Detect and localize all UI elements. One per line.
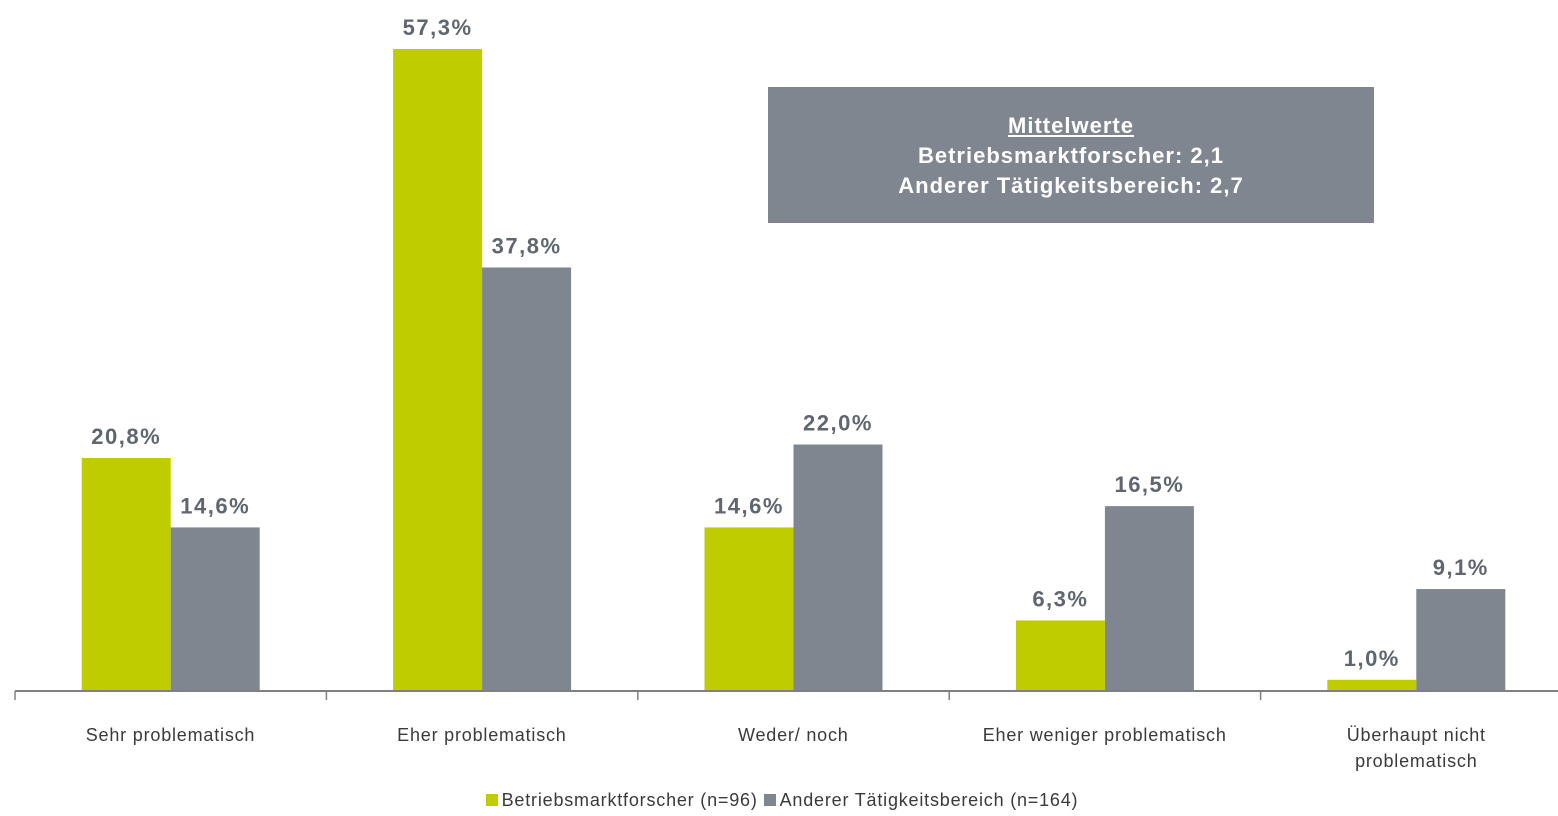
annotation-title: Mittelwerte	[1008, 113, 1134, 138]
annotation-box: Mittelwerte Betriebsmarktforscher: 2,1 A…	[768, 87, 1374, 223]
value-label: 14,6%	[180, 493, 250, 518]
value-label: 9,1%	[1433, 555, 1489, 580]
bar	[1327, 679, 1417, 691]
value-label: 14,6%	[714, 493, 784, 518]
value-label: 6,3%	[1032, 586, 1088, 611]
value-label: 37,8%	[492, 233, 562, 258]
bar	[393, 49, 483, 691]
bar	[482, 267, 572, 691]
x-tick-label: Weder/ noch	[738, 725, 849, 745]
bar	[81, 457, 171, 691]
x-tick-label: Überhaupt nicht problematisch	[1346, 725, 1486, 771]
bar	[1104, 506, 1194, 691]
bar	[1416, 589, 1506, 691]
value-label: 57,3%	[403, 15, 473, 40]
bar	[793, 444, 883, 691]
annotation-line: Betriebsmarktforscher: 2,1	[917, 143, 1224, 168]
value-label: 1,0%	[1344, 646, 1400, 671]
x-tick-label: Eher problematisch	[397, 725, 567, 745]
bar	[170, 527, 260, 691]
legend-label: Anderer Tätigkeitsbereich (n=164)	[779, 790, 1079, 810]
bar	[1015, 620, 1105, 691]
legend: Betriebsmarktforscher (n=96) Anderer Täti…	[0, 790, 1558, 811]
x-tick-label: Sehr problematisch	[85, 725, 256, 745]
legend-label: Betriebsmarktforscher (n=96)	[501, 790, 758, 810]
annotation-line: Anderer Tätigkeitsbereich: 2,7	[898, 173, 1244, 198]
x-tick-label: Eher weniger problematisch	[982, 725, 1227, 745]
bar	[704, 527, 794, 691]
value-label: 22,0%	[803, 411, 873, 436]
value-label: 20,8%	[91, 424, 161, 449]
value-label: 16,5%	[1114, 472, 1184, 497]
legend-swatch	[763, 794, 776, 806]
legend-swatch	[485, 794, 498, 806]
